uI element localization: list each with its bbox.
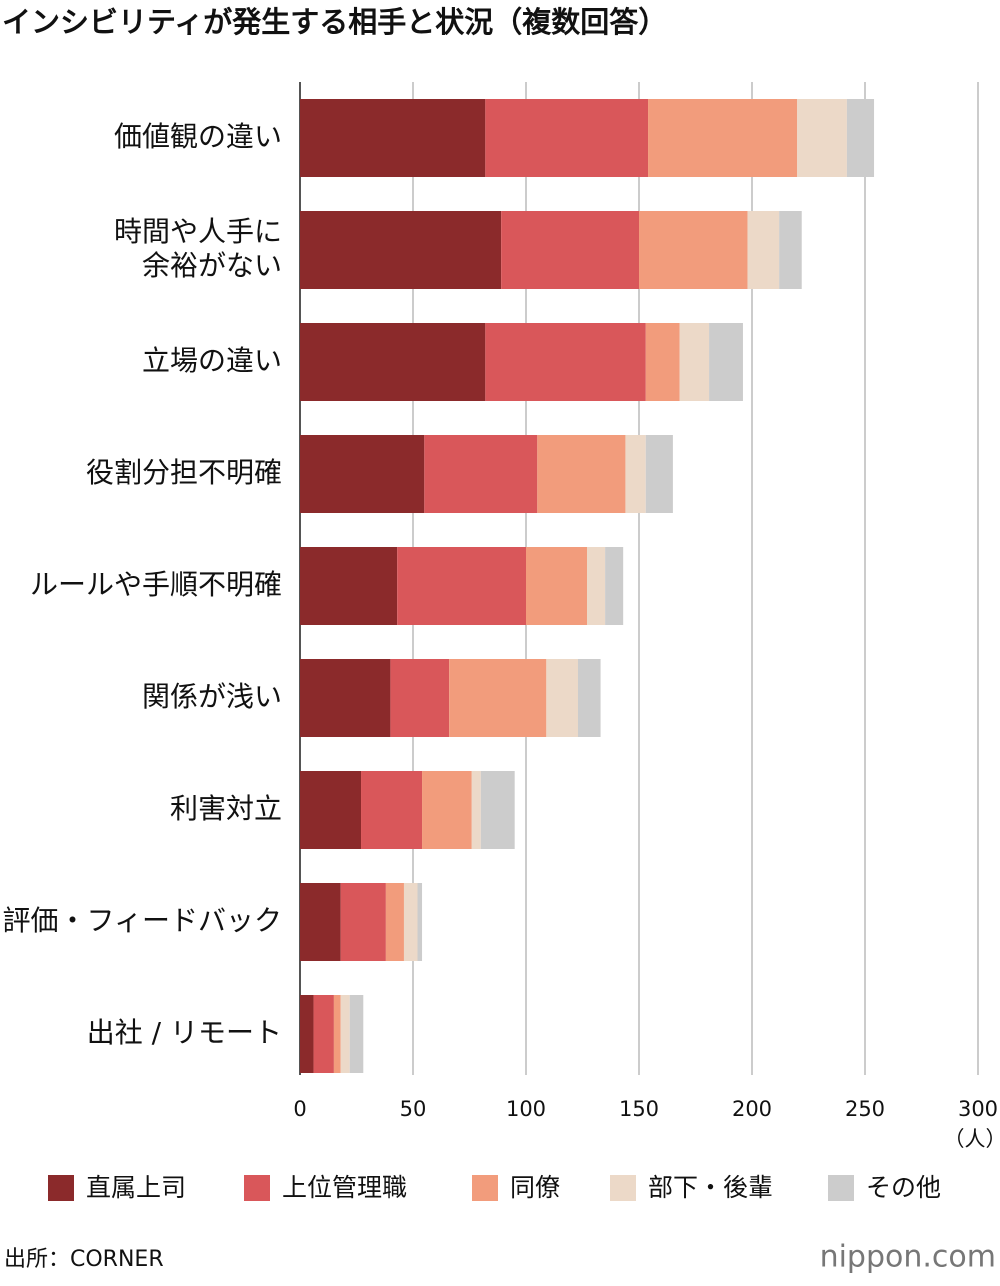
- bar-segment: [314, 995, 334, 1073]
- category-label: 時間や人手に余裕がない: [114, 215, 282, 282]
- category-label: 立場の違い: [142, 344, 282, 377]
- legend-label: 上位管理職: [282, 1173, 407, 1202]
- category-label: 役割分担不明確: [86, 456, 282, 489]
- bar-segment: [648, 99, 797, 177]
- bar-segment: [587, 547, 605, 625]
- bar-segment: [390, 659, 449, 737]
- bar-segment: [472, 771, 481, 849]
- bar-segment: [300, 883, 341, 961]
- bar-segment: [418, 883, 423, 961]
- bar-segment: [449, 659, 546, 737]
- bar-segment: [300, 211, 501, 289]
- bar-segment: [300, 995, 314, 1073]
- bar-segment: [779, 211, 802, 289]
- bar-segment: [578, 659, 601, 737]
- category-label: 出社 / リモート: [87, 1016, 282, 1049]
- bar-segment: [646, 435, 673, 513]
- x-tick-label: 200: [732, 1097, 772, 1121]
- legend-label: その他: [866, 1173, 941, 1202]
- x-tick-label: 300: [958, 1097, 998, 1121]
- bar-segment: [646, 323, 680, 401]
- legend-label: 直属上司: [86, 1173, 186, 1202]
- bar-segment: [485, 323, 645, 401]
- bar-segment: [485, 99, 648, 177]
- legend-swatch: [610, 1175, 636, 1201]
- category-label: 価値観の違い: [114, 120, 282, 153]
- legend-label: 同僚: [510, 1173, 560, 1202]
- bar-segment: [847, 99, 874, 177]
- bar-segment: [341, 995, 350, 1073]
- category-label: 評価・フィードバック: [3, 904, 282, 937]
- bar-segment: [625, 435, 645, 513]
- x-unit-label: （人）: [944, 1127, 1000, 1151]
- bar-segment: [501, 211, 639, 289]
- bar-segment: [422, 771, 472, 849]
- bar-segment: [300, 323, 485, 401]
- legend-swatch: [472, 1175, 498, 1201]
- legend-swatch: [48, 1175, 74, 1201]
- x-tick-label: 250: [845, 1097, 885, 1121]
- bar-segment: [680, 323, 709, 401]
- bar-segment: [481, 771, 515, 849]
- logo: nippon.com: [820, 1240, 996, 1275]
- bar-segment: [300, 659, 390, 737]
- bar-segment: [537, 435, 625, 513]
- bar-segment: [546, 659, 578, 737]
- bar-segment: [639, 211, 747, 289]
- category-label: 利害対立: [170, 792, 282, 825]
- source: 出所：CORNER: [4, 1247, 164, 1272]
- x-tick-label: 0: [293, 1097, 306, 1121]
- category-label: 関係が浅い: [142, 680, 282, 713]
- bar-segment: [341, 883, 386, 961]
- bar-segment: [300, 547, 397, 625]
- bar-segment: [747, 211, 779, 289]
- chart-title: インシビリティが発生する相手と状況（複数回答）: [2, 5, 667, 39]
- bar-segment: [404, 883, 418, 961]
- legend-label: 部下・後輩: [648, 1173, 773, 1202]
- bar-segment: [300, 771, 361, 849]
- category-label: ルールや手順不明確: [30, 568, 282, 601]
- x-tick-label: 150: [619, 1097, 659, 1121]
- bar-segment: [386, 883, 404, 961]
- bar-segment: [350, 995, 364, 1073]
- x-tick-label: 100: [506, 1097, 546, 1121]
- legend-swatch: [828, 1175, 854, 1201]
- legend-swatch: [244, 1175, 270, 1201]
- bar-segment: [797, 99, 847, 177]
- bar-segment: [605, 547, 623, 625]
- bar-segment: [397, 547, 526, 625]
- bar-segment: [300, 435, 424, 513]
- bar-segment: [424, 435, 537, 513]
- bar-segment: [709, 323, 743, 401]
- bar-segment: [526, 547, 587, 625]
- bar-segment: [300, 99, 485, 177]
- bar-segment: [361, 771, 422, 849]
- bar-segment: [334, 995, 341, 1073]
- x-tick-label: 50: [400, 1097, 427, 1121]
